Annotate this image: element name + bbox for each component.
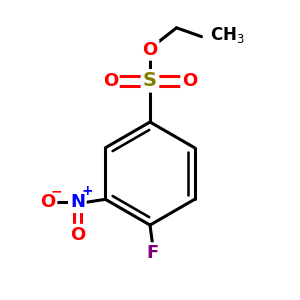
Text: CH$_3$: CH$_3$ bbox=[210, 25, 245, 45]
Text: +: + bbox=[82, 184, 94, 198]
Text: O: O bbox=[182, 72, 197, 90]
Text: O: O bbox=[40, 193, 56, 211]
Text: N: N bbox=[70, 193, 85, 211]
Text: −: − bbox=[51, 184, 63, 198]
Text: O: O bbox=[103, 72, 118, 90]
Text: O: O bbox=[70, 226, 85, 244]
Text: F: F bbox=[147, 244, 159, 262]
Text: O: O bbox=[142, 41, 158, 59]
Text: S: S bbox=[143, 71, 157, 90]
